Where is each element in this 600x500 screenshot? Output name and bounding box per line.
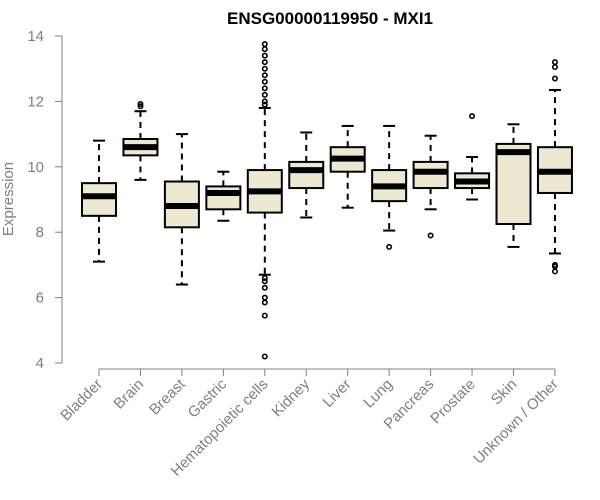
outlier-point xyxy=(551,59,558,66)
box-liver xyxy=(329,124,366,209)
outlier-point xyxy=(261,101,268,108)
box-unknown-other xyxy=(536,59,573,275)
outlier-point xyxy=(261,91,268,98)
y-axis: 4 6 8 10 12 14 xyxy=(27,28,63,372)
outlier-point xyxy=(261,98,268,105)
x-tick-label: Skin xyxy=(488,376,521,409)
box-lung xyxy=(371,124,408,250)
y-tick-label: 12 xyxy=(27,93,44,110)
outlier-point xyxy=(261,294,268,301)
outlier-point xyxy=(386,243,393,250)
box-gastric xyxy=(205,170,242,222)
iqr-box xyxy=(205,185,242,211)
outlier-point xyxy=(551,268,558,275)
x-tick-label: Bladder xyxy=(57,376,106,425)
outlier-point xyxy=(469,113,476,120)
outlier-point xyxy=(261,72,268,79)
x-tick-label: Liver xyxy=(320,376,355,411)
box-brain xyxy=(122,101,159,181)
outlier-point xyxy=(261,299,268,306)
iqr-box xyxy=(288,160,325,190)
outlier-point xyxy=(261,65,268,72)
y-tick-label: 14 xyxy=(27,28,44,45)
x-tick-label: Prostate xyxy=(427,376,479,428)
y-tick-label: 8 xyxy=(36,224,44,241)
outlier-point xyxy=(261,78,268,85)
outlier-point xyxy=(261,278,268,285)
chart-title: ENSG00000119950 - MXI1 xyxy=(227,9,433,28)
boxes-group xyxy=(81,41,573,360)
outlier-point xyxy=(261,284,268,291)
iqr-box xyxy=(412,160,449,190)
box-prostate xyxy=(454,113,491,201)
x-tick-label: Brain xyxy=(110,376,147,413)
box-hematopoietic-cells xyxy=(246,41,283,360)
x-axis xyxy=(98,368,556,376)
y-tick-label: 10 xyxy=(27,159,44,176)
outlier-point xyxy=(551,64,558,71)
iqr-box xyxy=(495,142,532,226)
outlier-point xyxy=(551,75,558,82)
box-bladder xyxy=(81,139,117,263)
x-tick-label: Breast xyxy=(146,375,189,418)
box-skin xyxy=(495,123,532,248)
outlier-point xyxy=(261,353,268,360)
outlier-point xyxy=(261,52,268,59)
x-tick-label: Lung xyxy=(360,376,396,412)
outlier-point xyxy=(261,85,268,92)
outlier-point xyxy=(427,232,434,239)
iqr-box xyxy=(81,182,117,217)
outlier-point xyxy=(261,312,268,319)
y-axis-label: Expression xyxy=(0,162,17,236)
outlier-point xyxy=(551,261,558,268)
y-tick-label: 4 xyxy=(36,355,44,372)
outlier-point xyxy=(137,103,144,110)
outlier-point xyxy=(137,101,144,108)
box-pancreas xyxy=(412,134,449,239)
outlier-point xyxy=(261,46,268,53)
x-tick-label: Kidney xyxy=(269,375,314,420)
box-breast xyxy=(163,133,200,286)
outlier-point xyxy=(261,59,268,66)
outlier-point xyxy=(261,41,268,48)
box-kidney xyxy=(288,131,325,219)
y-tick-label: 6 xyxy=(36,290,44,307)
outlier-point xyxy=(261,274,268,281)
